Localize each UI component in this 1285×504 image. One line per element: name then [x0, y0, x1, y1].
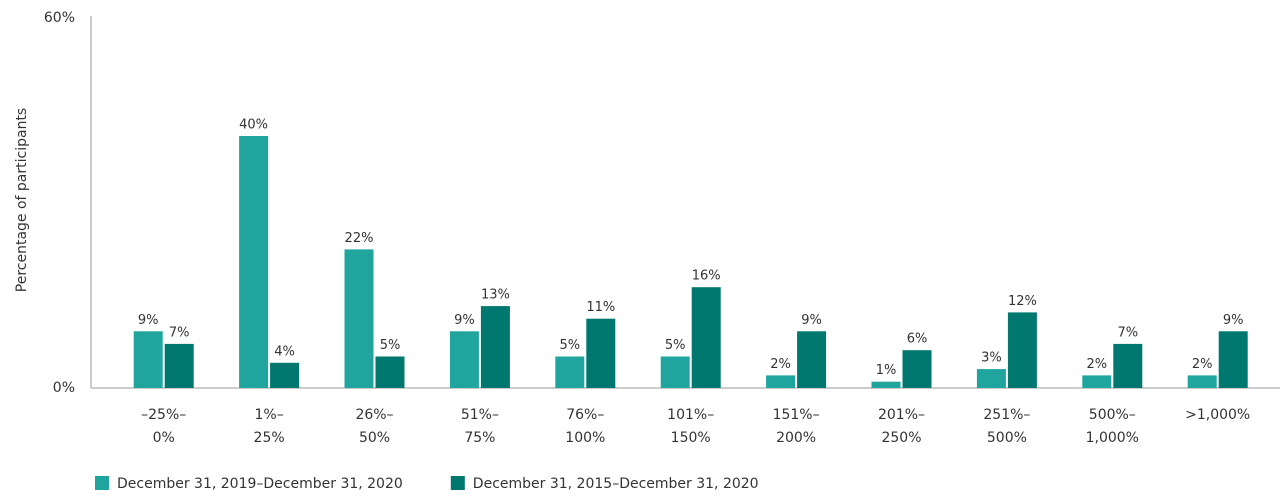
value-label: 4% [274, 344, 295, 359]
x-tick-label: 76%– 100% [565, 407, 605, 446]
value-label: 7% [1117, 325, 1138, 340]
x-tick-line: 50% [359, 430, 390, 446]
bar [1218, 331, 1248, 388]
value-label: 22% [345, 231, 374, 246]
bar [555, 356, 585, 388]
value-label: 13% [481, 288, 510, 303]
x-tick-line: 150% [671, 430, 711, 446]
bar [660, 356, 690, 388]
y-tick-label: 0% [53, 380, 75, 396]
value-label: 12% [1008, 294, 1037, 309]
value-label: 5% [559, 338, 580, 353]
bar [691, 287, 721, 388]
bar [1187, 375, 1217, 388]
x-tick-line: 100% [565, 430, 605, 446]
value-label: 9% [801, 313, 822, 328]
bar [797, 331, 827, 388]
value-label: 2% [1192, 357, 1213, 372]
x-tick-label: 1%– 25% [254, 407, 285, 446]
value-label: 9% [138, 313, 159, 328]
bar [976, 369, 1006, 388]
bar [375, 356, 405, 388]
value-label: 5% [665, 338, 686, 353]
x-tick-line: 251%– [983, 407, 1030, 423]
x-tick-line: 500%– [1089, 407, 1136, 423]
x-tick-label: 26%– 50% [355, 407, 393, 446]
bar [586, 318, 616, 388]
bar [902, 350, 932, 388]
bar [449, 331, 479, 388]
bar [1113, 343, 1143, 388]
x-tick-line: 1%– [254, 407, 283, 423]
x-tick-line: 201%– [878, 407, 925, 423]
legend-swatch [450, 476, 465, 490]
value-label: 6% [907, 332, 928, 347]
bar [270, 362, 300, 388]
bar [164, 343, 194, 388]
x-tick-label: 251%– 500% [983, 407, 1030, 446]
value-label: 7% [169, 325, 190, 340]
value-label: 5% [380, 338, 401, 353]
y-tick-label: 60% [44, 10, 75, 26]
value-label: 40% [239, 118, 268, 133]
x-tick-line: 500% [987, 430, 1027, 446]
x-tick-label: 51%– 75% [461, 407, 499, 446]
x-tick-line: 250% [881, 430, 921, 446]
x-tick-line: 76%– [566, 407, 604, 423]
bar [133, 331, 163, 388]
x-tick-line: >1,000% [1185, 407, 1250, 423]
value-label: 11% [586, 300, 615, 315]
value-label: 2% [1086, 357, 1107, 372]
x-tick-line: 26%– [355, 407, 393, 423]
x-tick-label: 500%– 1,000% [1086, 407, 1139, 446]
value-label: 9% [454, 313, 475, 328]
legend-label: December 31, 2019–December 31, 2020 [117, 476, 403, 492]
x-tick-line: –25%– [141, 407, 186, 423]
x-tick-line: 200% [776, 430, 816, 446]
value-label: 2% [770, 357, 791, 372]
bar [871, 381, 901, 388]
bar [766, 375, 796, 388]
x-tick-line: 25% [254, 430, 285, 446]
x-tick-line: 51%– [461, 407, 499, 423]
bar [1007, 312, 1037, 388]
x-tick-label: 101%– 150% [667, 407, 714, 446]
x-tick-label: 151%– 200% [773, 407, 820, 446]
x-tick-label: >1,000% [1185, 407, 1250, 423]
legend-label: December 31, 2015–December 31, 2020 [473, 476, 759, 492]
x-tick-line: 0% [153, 430, 175, 446]
value-label: 3% [981, 351, 1002, 366]
bar [1082, 375, 1112, 388]
x-tick-label: 201%– 250% [878, 407, 925, 446]
bar [344, 249, 374, 388]
value-label: 9% [1223, 313, 1244, 328]
y-axis-label: Percentage of participants [14, 108, 30, 292]
x-tick-line: 1,000% [1086, 430, 1139, 446]
x-tick-line: 101%– [667, 407, 714, 423]
legend-swatch [95, 476, 109, 490]
x-tick-label: –25%– 0% [141, 407, 186, 446]
x-tick-line: 151%– [773, 407, 820, 423]
value-label: 16% [692, 269, 721, 284]
bar [480, 306, 510, 388]
bar [239, 136, 269, 388]
value-label: 1% [876, 363, 897, 378]
x-tick-line: 75% [464, 430, 495, 446]
